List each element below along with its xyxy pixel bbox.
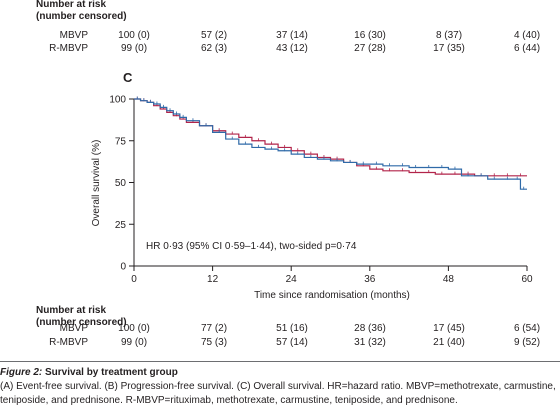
bottom-risk-cell: 21 (40)	[433, 337, 465, 348]
survival-curve-1	[134, 98, 527, 190]
top-risk-title: Number at risk (number censored)	[36, 0, 127, 23]
y-tick-label: 0	[120, 262, 126, 273]
top-risk-row-rmbvp: R-MBVP 99 (0) 62 (3) 43 (12) 27 (28) 17 …	[0, 43, 560, 56]
x-tick-label: 24	[286, 274, 298, 285]
bottom-risk-title-line1: Number at risk	[36, 305, 107, 316]
top-risk-cell: 27 (28)	[354, 43, 386, 54]
bottom-risk-cell: 75 (3)	[200, 337, 228, 348]
x-tick-label: 60	[521, 274, 533, 285]
panel-letter: C	[123, 70, 133, 85]
top-risk-cell: 4 (40)	[513, 30, 541, 41]
top-risk-cell: 6 (44)	[513, 43, 541, 54]
top-risk-title-line1: Number at risk	[36, 0, 107, 10]
bottom-risk-cell: 57 (14)	[276, 337, 308, 348]
x-axis-title: Time since randomisation (months)	[254, 290, 410, 301]
bottom-risk-title-line2: (number censored)	[36, 317, 127, 328]
top-risk-title-line2: (number censored)	[36, 11, 127, 22]
hr-annotation: HR 0·93 (95% CI 0·59–1·44), two-sided p=…	[146, 241, 357, 252]
top-risk-row-mbvp: MBVP 100 (0) 57 (2) 37 (14) 16 (30) 8 (3…	[0, 30, 560, 43]
bottom-risk-row-mbvp: MBVP 100 (0) 77 (2) 51 (16) 28 (36) 17 (…	[0, 323, 560, 336]
chart-ticks: 0 25 50 75 100 0 12 24 36 48 60	[109, 95, 533, 286]
bottom-risk-cell: 28 (36)	[354, 323, 386, 334]
figure-caption: Figure 2: Survival by treatment group (A…	[0, 366, 560, 408]
y-tick-label: 50	[115, 178, 127, 189]
y-tick-label: 100	[109, 95, 126, 106]
bottom-risk-cell: 17 (45)	[433, 323, 465, 334]
y-axis-title: Overall survival (%)	[91, 140, 102, 227]
caption-body: (A) Event-free survival. (B) Progression…	[0, 381, 556, 406]
bottom-risk-title: Number at risk (number censored)	[36, 305, 127, 329]
bottom-risk-row-label: MBVP	[59, 323, 88, 334]
bottom-risk-cell: 100 (0)	[118, 323, 150, 334]
top-risk-cell: 17 (35)	[433, 43, 465, 54]
top-risk-cell: 100 (0)	[118, 30, 150, 41]
caption-divider	[0, 361, 560, 362]
x-tick-label: 0	[131, 274, 137, 285]
x-tick-label: 48	[443, 274, 455, 285]
bottom-risk-cell: 99 (0)	[120, 337, 148, 348]
km-chart: 0 25 50 75 100 0 12 24 36 48 60 Overall survival (…	[91, 95, 533, 302]
top-risk-cell: 43 (12)	[276, 43, 308, 54]
top-risk-cell: 16 (30)	[354, 30, 386, 41]
top-risk-row-label: MBVP	[59, 30, 88, 41]
survival-curve-0	[134, 98, 527, 177]
top-risk-cell: 8 (37)	[435, 30, 463, 41]
x-tick-label: 12	[207, 274, 219, 285]
bottom-risk-cell: 51 (16)	[276, 323, 308, 334]
caption-figure-label: Figure 2:	[0, 367, 43, 378]
x-tick-label: 36	[364, 274, 376, 285]
y-tick-label: 75	[115, 136, 127, 147]
chart-curves	[134, 96, 527, 190]
bottom-risk-row-rmbvp: R-MBVP 99 (0) 75 (3) 57 (14) 31 (32) 21 …	[0, 337, 560, 350]
top-risk-cell: 62 (3)	[200, 43, 228, 54]
bottom-risk-cell: 31 (32)	[354, 337, 386, 348]
y-tick-label: 25	[115, 220, 127, 231]
top-risk-cell: 99 (0)	[120, 43, 148, 54]
bottom-risk-cell: 9 (52)	[513, 337, 541, 348]
bottom-risk-cell: 77 (2)	[200, 323, 228, 334]
top-risk-row-label: R-MBVP	[49, 43, 88, 54]
caption-title: Figure 2: Survival by treatment group	[0, 366, 560, 380]
bottom-risk-row-label: R-MBVP	[49, 337, 88, 348]
bottom-risk-cell: 6 (54)	[513, 323, 541, 334]
caption-title-text: Survival by treatment group	[42, 367, 178, 378]
top-risk-cell: 57 (2)	[200, 30, 228, 41]
top-risk-cell: 37 (14)	[276, 30, 308, 41]
